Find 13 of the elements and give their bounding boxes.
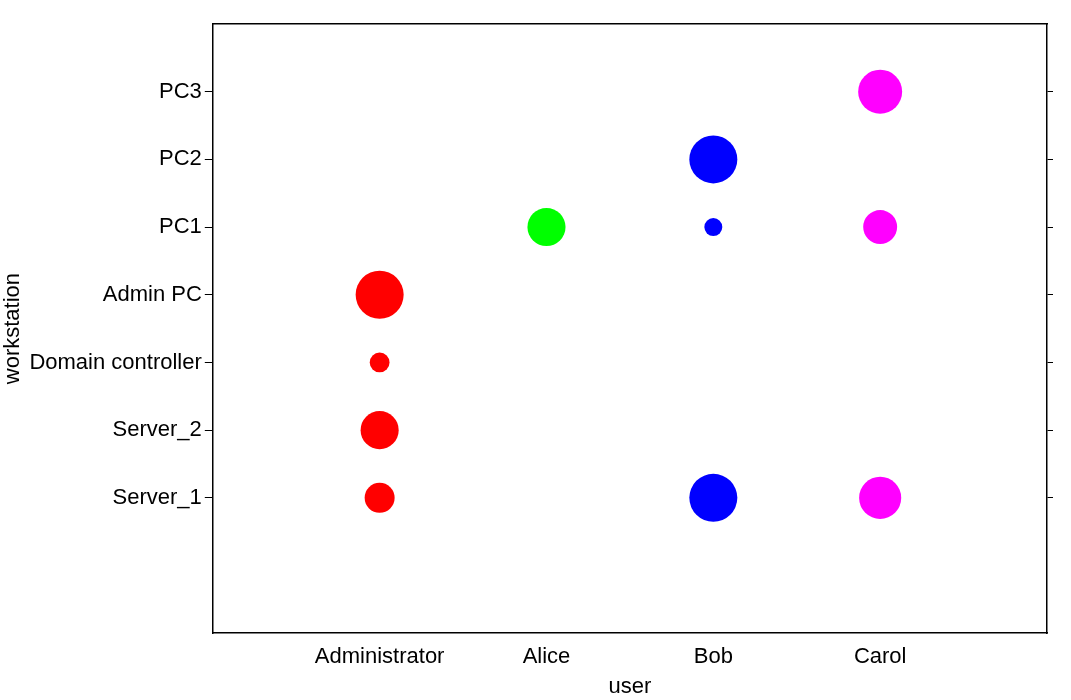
y-tick-label: PC3 [159,77,202,103]
x-tick-label: Administrator [314,643,445,669]
y-tick-label: Server_1 [112,483,202,509]
y-tick-label: Admin PC [102,280,202,306]
y-tick-label: Domain controller [29,348,202,374]
y-tick-label: PC1 [159,213,202,239]
x-tick-label: Bob [693,643,733,669]
y-tick-label: Server_2 [112,416,202,442]
y-tick-label: PC2 [159,145,202,171]
y-axis-title: workstation [0,272,25,386]
x-tick-label: Carol [853,643,907,669]
x-axis-title: user [608,672,652,698]
x-tick-label: Alice [522,643,571,669]
